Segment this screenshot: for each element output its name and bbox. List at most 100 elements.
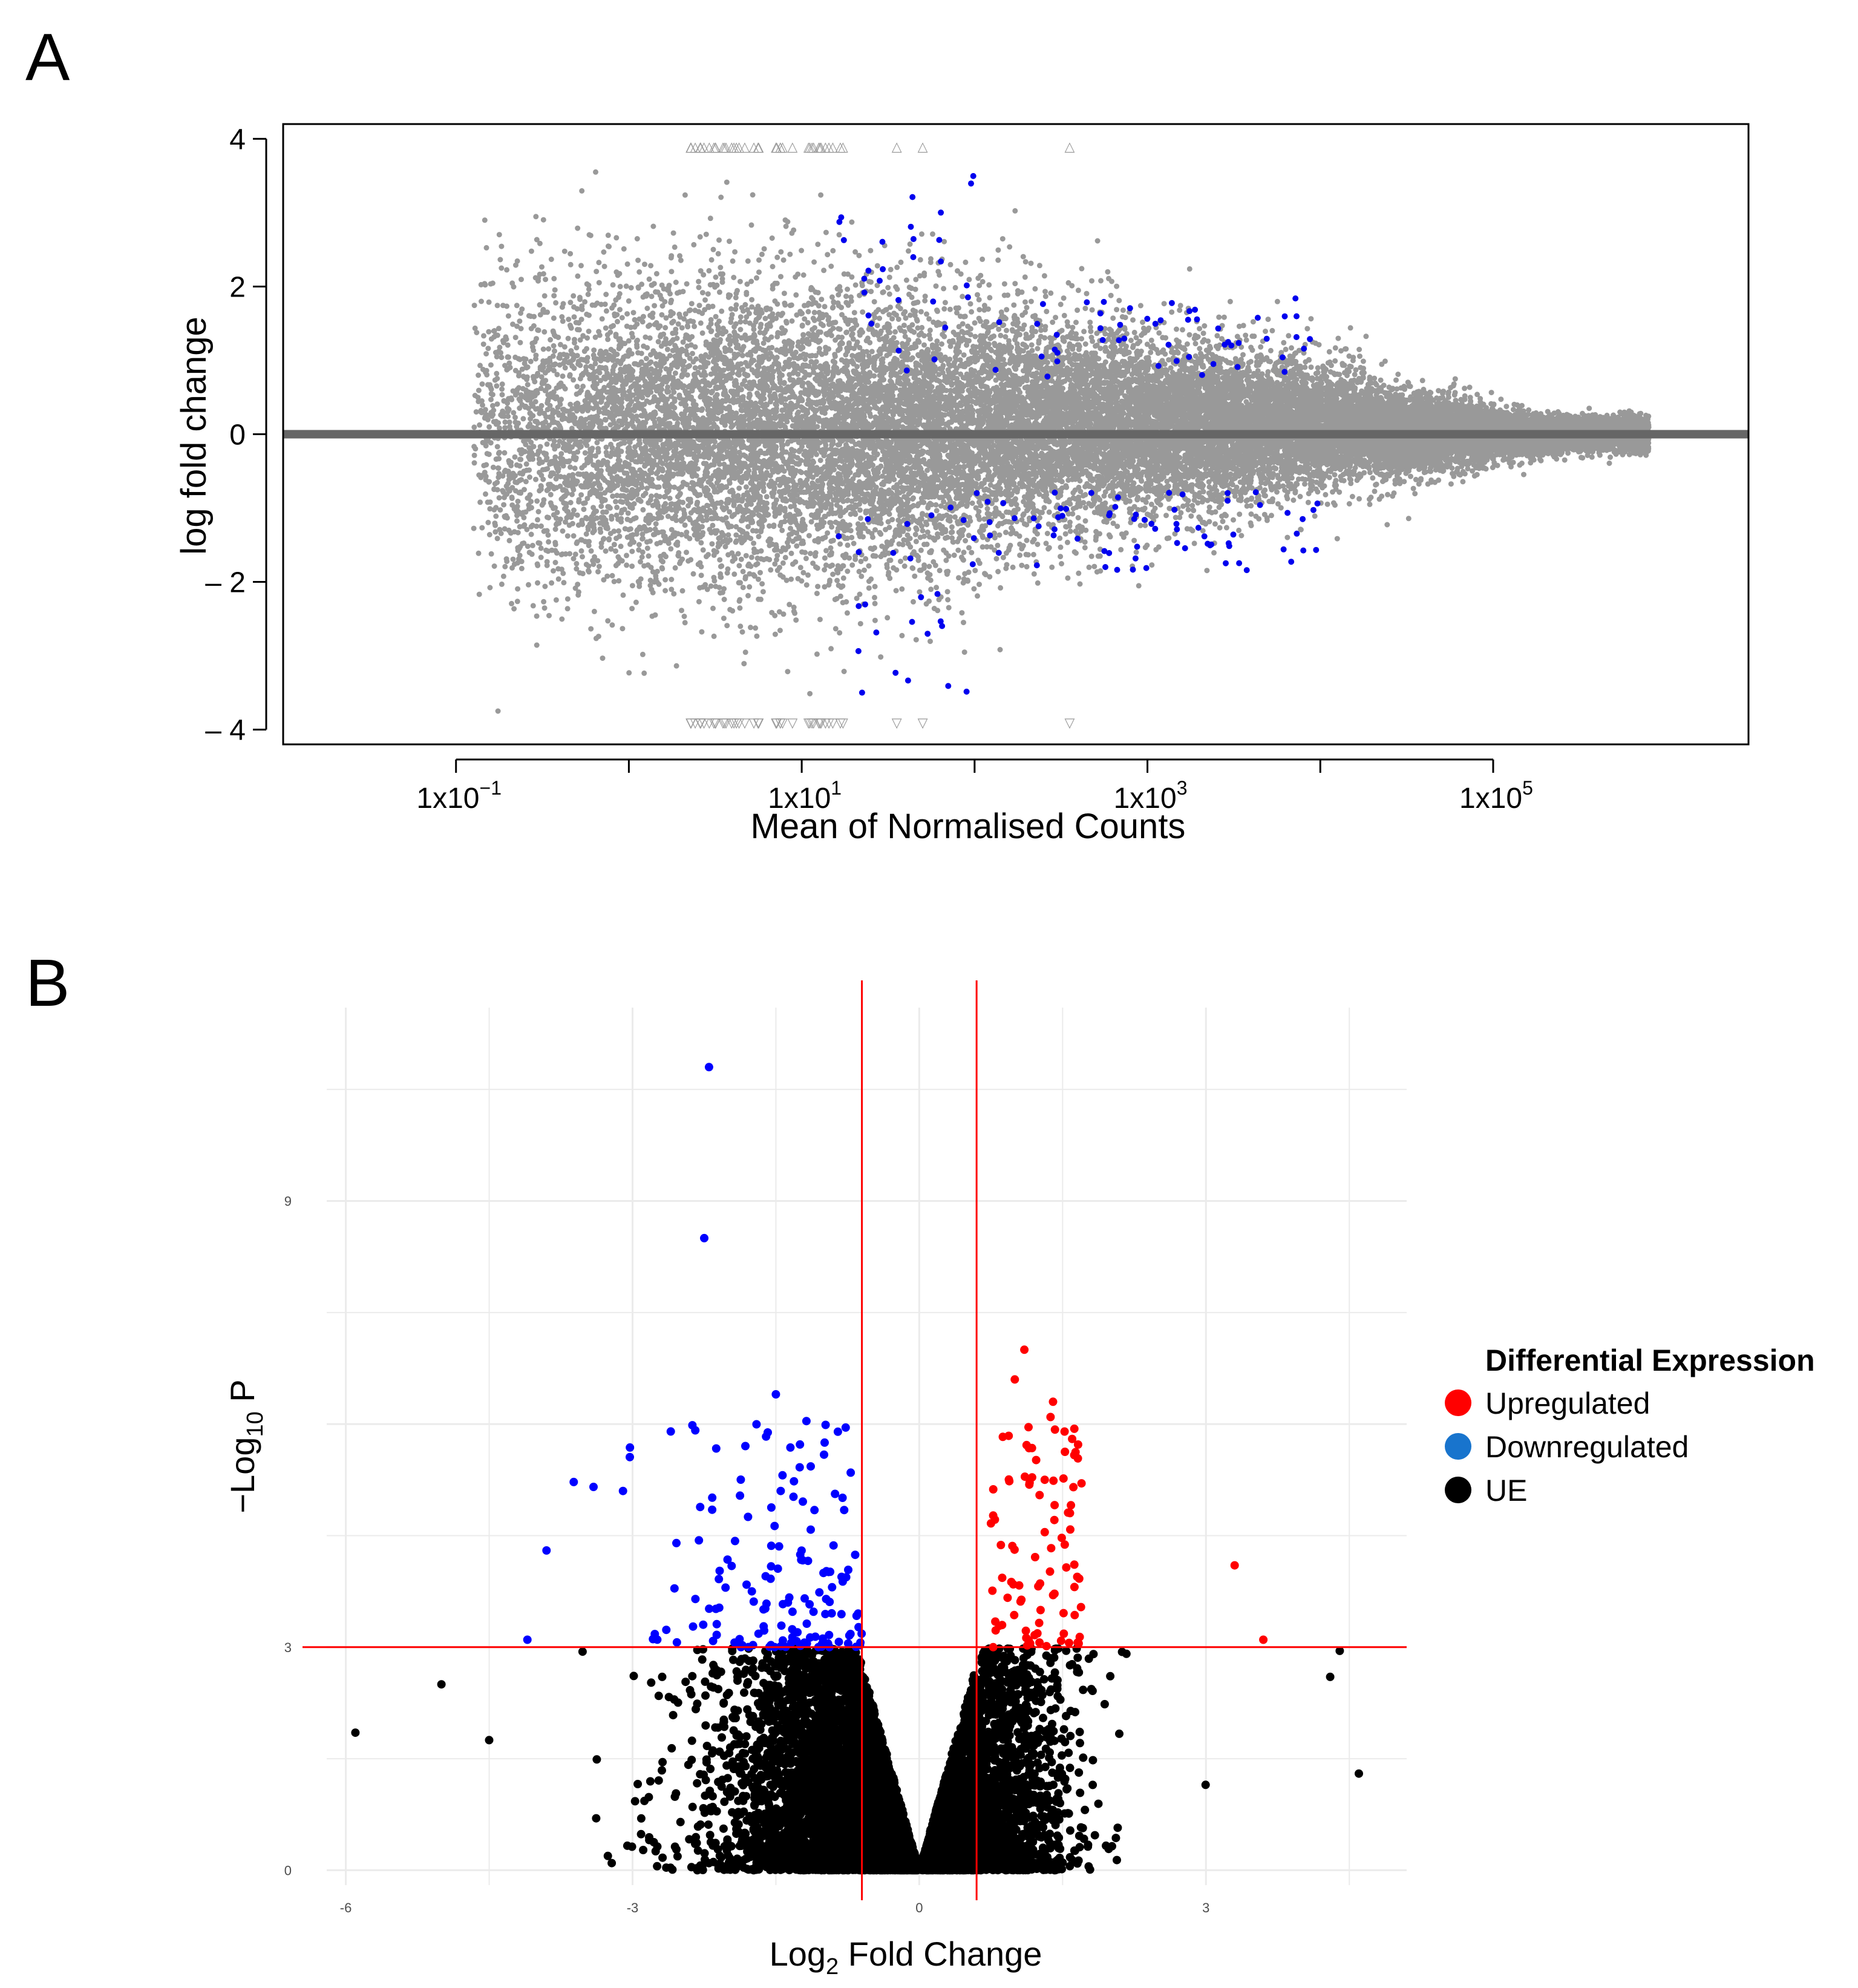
volcano-threshold-lines [303,980,1407,1900]
ma-clipped-top-marker: △ [729,139,739,154]
volcano-xlabel-sub: 2 [826,1954,839,1980]
ma-x-tick-exponent: 3 [1177,777,1188,799]
ma-clipped-top-marker: △ [777,139,788,154]
panel-label-b: B [25,946,70,1020]
ma-clipped-top-marker: △ [820,139,831,154]
ma-clipped-bottom-marker: ▽ [734,715,744,730]
ma-clipped-top-marker: △ [708,139,719,154]
ma-clipped-top-marker: △ [803,139,814,154]
ma-series-not-significant [471,169,1652,714]
legend-label-upregulated: Upregulated [1485,1386,1650,1420]
ma-clipped-bottom-marker: ▽ [710,715,721,730]
ma-clipped-top-marker: △ [753,139,764,154]
volcano-x-tick-label: -6 [340,1900,352,1915]
ma-clipped-top-marker: △ [814,139,824,154]
ma-clipped-bottom-marker: ▽ [771,715,781,730]
legend-title: Differential Expression [1485,1343,1815,1377]
ma-x-tick-exponent: 1 [831,777,842,799]
ma-clipped-bottom-marker: ▽ [807,715,817,730]
ma-x-tick-base: 1x10 [768,782,831,815]
ma-clipped-top-marker: △ [807,139,817,154]
ma-x-tick-base: 1x10 [1459,782,1522,815]
ma-clipped-bottom-marker: ▽ [753,715,764,730]
ma-clipped-top-marker: △ [815,139,825,154]
ma-clipped-bottom-marker: ▽ [1065,715,1075,730]
ma-clipped-bottom-marker: ▽ [727,715,737,730]
ma-clipped-bottom-marker: ▽ [696,715,706,730]
ma-clipped-top-marker: △ [685,139,696,154]
legend-dot-ue [1445,1477,1471,1503]
ma-y-tick-label: 0 [229,419,246,451]
ma-x-axis-label: Mean of Normalised Counts [751,807,1186,846]
ma-clipped-top-marker: △ [690,139,701,154]
ma-plot: △ ▽ △ ▽ △ ▽ △ ▽ △ ▽ △ ▽ △ ▽ △ ▽ △ ▽ △ ▽ △ ▽ △ ▽ △ ▽ △ ▽ △ ▽ △ ▽ △ ▽ △ ▽ △ ▽ △ ▽… [174,123,1750,846]
volcano-x-axis-label: Log2 Fold Change [770,1935,1042,1980]
ma-clipped-bottom-marker: ▽ [892,715,902,730]
legend-label-downregulated: Downregulated [1485,1430,1689,1464]
ma-clipped-bottom-marker: ▽ [686,715,696,730]
ma-clipped-bottom-marker: ▽ [828,715,838,730]
ma-clipped-top-marker: △ [695,139,705,154]
volcano-ylabel-main: −Log [223,1437,261,1514]
ma-clipped-bottom-marker: ▽ [749,715,759,730]
volcano-y-tick-label: 0 [284,1863,292,1878]
ma-clipped-bottom-marker: ▽ [824,715,834,730]
ma-clipped-top-marker: △ [734,139,744,154]
ma-clipped-bottom-marker: ▽ [816,715,826,730]
ma-clipped-bottom-marker: ▽ [710,715,721,730]
volcano-legend: Differential Expression Upregulated Down… [1445,1343,1815,1507]
ma-clipped-top-marker: △ [731,139,742,154]
ma-clipped-markers: △ ▽ △ ▽ △ ▽ △ ▽ △ ▽ △ ▽ △ ▽ △ ▽ △ ▽ △ ▽ △ ▽ △ ▽ △ ▽ △ ▽ △ ▽ △ ▽ △ ▽ △ ▽ △ ▽ △ ▽… [685,139,1075,730]
ma-clipped-bottom-marker: ▽ [820,715,831,730]
ma-y-ticks: 4 2 0 – 2 – 4 [205,123,266,747]
ma-clipped-bottom-marker: ▽ [777,715,788,730]
ma-series-significant [836,172,1321,696]
volcano-y-axis-label: −Log10 P [223,1379,268,1513]
ma-y-axis-label: log fold change [174,317,214,554]
ma-x-tick-label: 1x101 [768,777,842,815]
ma-y-tick-label: 2 [229,271,246,303]
ma-clipped-top-marker: △ [775,139,785,154]
ma-clipped-bottom-marker: ▽ [835,715,845,730]
ma-clipped-top-marker: △ [719,139,730,154]
volcano-x-tick-label: -3 [627,1900,639,1915]
ma-clipped-top-marker: △ [892,139,902,154]
ma-clipped-bottom-marker: ▽ [815,715,825,730]
ma-clipped-top-marker: △ [749,139,759,154]
ma-clipped-bottom-marker: ▽ [808,715,819,730]
ma-clipped-top-marker: △ [808,139,819,154]
ma-clipped-bottom-marker: ▽ [803,715,814,730]
legend-label-ue: UE [1485,1474,1527,1507]
ma-clipped-top-marker: △ [686,139,696,154]
ma-clipped-bottom-marker: ▽ [690,715,701,730]
volcano-y-tick-label: 9 [284,1193,292,1209]
ma-clipped-top-marker: △ [710,139,721,154]
ma-clipped-bottom-marker: ▽ [719,715,730,730]
ma-clipped-bottom-marker: ▽ [718,715,728,730]
volcano-ylabel-tail: P [223,1379,261,1411]
ma-clipped-bottom-marker: ▽ [721,715,731,730]
ma-clipped-bottom-marker: ▽ [775,715,785,730]
volcano-ylabel-sub: 10 [243,1411,268,1437]
ma-clipped-top-marker: △ [727,139,737,154]
ma-clipped-top-marker: △ [696,139,706,154]
ma-clipped-top-marker: △ [721,139,731,154]
volcano-y-tick-label: 3 [284,1640,292,1655]
ma-x-tick-exponent: −1 [480,777,502,799]
ma-clipped-top-marker: △ [710,139,721,154]
ma-clipped-bottom-marker: ▽ [775,715,785,730]
ma-clipped-top-marker: △ [718,139,728,154]
ma-clipped-bottom-marker: ▽ [695,715,705,730]
ma-clipped-top-marker: △ [838,139,848,154]
volcano-y-ticks: 0 3 9 [284,1193,292,1878]
ma-clipped-top-marker: △ [835,139,845,154]
legend-dot-downregulated [1445,1433,1471,1460]
ma-clipped-bottom-marker: ▽ [787,715,797,730]
volcano-plot: 0 3 9 -6 -3 0 3 Log2 Fold Change −Log10 P Dif… [223,980,1815,1980]
ma-y-tick-label: 4 [229,123,246,156]
ma-clipped-bottom-marker: ▽ [838,715,848,730]
ma-clipped-bottom-marker: ▽ [771,715,782,730]
ma-clipped-top-marker: △ [699,139,709,154]
volcano-x-tick-label: 0 [915,1900,923,1915]
